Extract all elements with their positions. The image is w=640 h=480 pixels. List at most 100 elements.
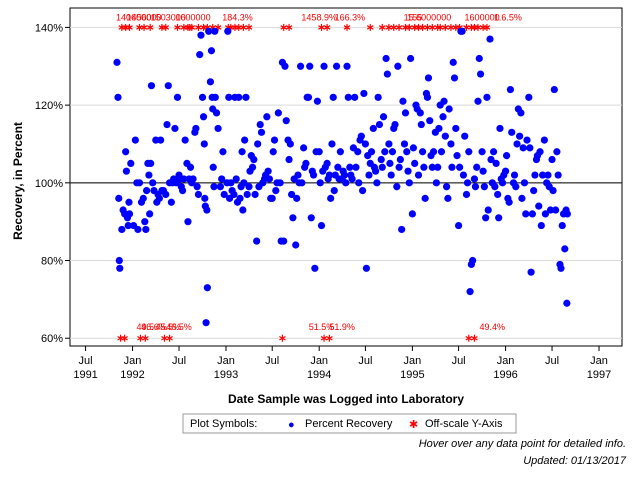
recovery-point (149, 179, 157, 187)
recovery-point (124, 221, 132, 230)
recovery-point (272, 186, 280, 195)
recovery-point (463, 179, 472, 187)
recovery-point (395, 163, 403, 171)
recovery-point (293, 194, 301, 202)
bottom-annotation-layer: 49.546.6%45.5%46.5% 51.5%51.9% 49.4% (137, 322, 506, 332)
off-scale-marker-stroke (326, 335, 333, 341)
recovery-point (540, 136, 548, 144)
recovery-point (474, 97, 482, 105)
recovery-point (440, 97, 448, 105)
recovery-point (216, 183, 224, 191)
recovery-point (454, 221, 463, 230)
recovery-point (426, 117, 434, 125)
off-scale-marker-stroke (279, 335, 286, 341)
recovery-point (194, 190, 203, 199)
recovery-point (157, 136, 165, 144)
recovery-points (113, 27, 571, 327)
recovery-point (373, 179, 381, 187)
off-scale-marker (465, 334, 473, 342)
recovery-point (548, 155, 556, 164)
recovery-point (232, 175, 240, 183)
recovery-point (292, 241, 300, 249)
recovery-point (304, 93, 313, 101)
recovery-point (538, 171, 547, 179)
recovery-point (332, 62, 341, 70)
x-tick-label: Jan (497, 355, 515, 367)
x-tick-label: Jan (217, 355, 235, 367)
legend-label-off-scale: Off-scale Y-Axis (425, 418, 503, 430)
recovery-point (378, 163, 386, 171)
recovery-point (535, 202, 543, 210)
recovery-point (381, 148, 389, 156)
off-scale-marker-stroke (166, 335, 173, 341)
recovery-point (372, 167, 380, 175)
x-tick-year-label: 1993 (214, 369, 238, 381)
x-tick-label: Jul (358, 355, 372, 367)
recovery-point (510, 171, 519, 179)
recovery-point (537, 221, 545, 230)
recovery-point (281, 62, 289, 70)
off-scale-bottom-label: 49.4% (480, 322, 506, 332)
recovery-point (423, 93, 432, 101)
recovery-point (367, 148, 376, 156)
off-scale-marker-stroke (240, 25, 247, 30)
recovery-point (316, 179, 324, 187)
off-scale-bottom-label: 51.9% (329, 322, 355, 332)
recovery-point (230, 190, 238, 199)
recovery-point (554, 171, 562, 179)
recovery-point (135, 179, 144, 187)
recovery-point (300, 144, 308, 152)
recovery-point (445, 105, 453, 113)
recovery-point (495, 214, 503, 222)
recovery-point (563, 210, 571, 218)
recovery-point (205, 27, 213, 35)
recovery-point (207, 47, 216, 55)
recovery-point (525, 93, 533, 101)
recovery-point (302, 159, 310, 168)
recovery-point (127, 159, 135, 168)
recovery-point (122, 148, 130, 156)
recovery-point (403, 148, 411, 156)
recovery-point (417, 120, 425, 129)
recovery-point (145, 171, 153, 179)
recovery-point (461, 132, 469, 140)
recovery-point (527, 268, 535, 276)
off-scale-marker-stroke (395, 25, 403, 30)
off-scale-bottom-label: 49.5 (137, 322, 155, 332)
recovery-point (320, 62, 328, 70)
recovery-point (125, 198, 133, 206)
recovery-point (411, 159, 419, 168)
recovery-point (276, 179, 284, 187)
recovery-point (432, 179, 440, 187)
recovery-point (361, 140, 370, 148)
recovery-point (444, 194, 452, 202)
recovery-point (270, 136, 279, 144)
recovery-point (502, 152, 511, 160)
off-scale-marker (390, 23, 398, 31)
off-scale-marker-stroke (465, 335, 473, 341)
recovery-point (449, 58, 457, 66)
recovery-point (377, 155, 385, 164)
recovery-point (147, 159, 155, 168)
recovery-point (329, 93, 337, 101)
recovery-point (506, 85, 515, 94)
recovery-point (486, 35, 494, 43)
recovery-point (466, 288, 474, 296)
x-tick-year-label: 1997 (587, 369, 611, 381)
off-scale-marker (326, 334, 333, 342)
recovery-point (251, 190, 259, 199)
x-tick-year-label: 1992 (120, 369, 144, 381)
legend-title: Plot Symbols: (190, 418, 257, 430)
recovery-point (563, 299, 571, 307)
off-scale-marker-stroke (471, 335, 478, 341)
recovery-point (404, 167, 412, 175)
off-scale-marker (471, 334, 478, 342)
recovery-point (202, 319, 210, 327)
recovery-point (253, 237, 261, 245)
recovery-point (379, 113, 388, 121)
recovery-point (311, 264, 319, 272)
off-scale-top-label: 1503000 (151, 12, 186, 22)
recovery-point (557, 264, 565, 272)
off-scale-bottom-label: 51.5% (309, 322, 335, 332)
recovery-point (483, 93, 491, 101)
